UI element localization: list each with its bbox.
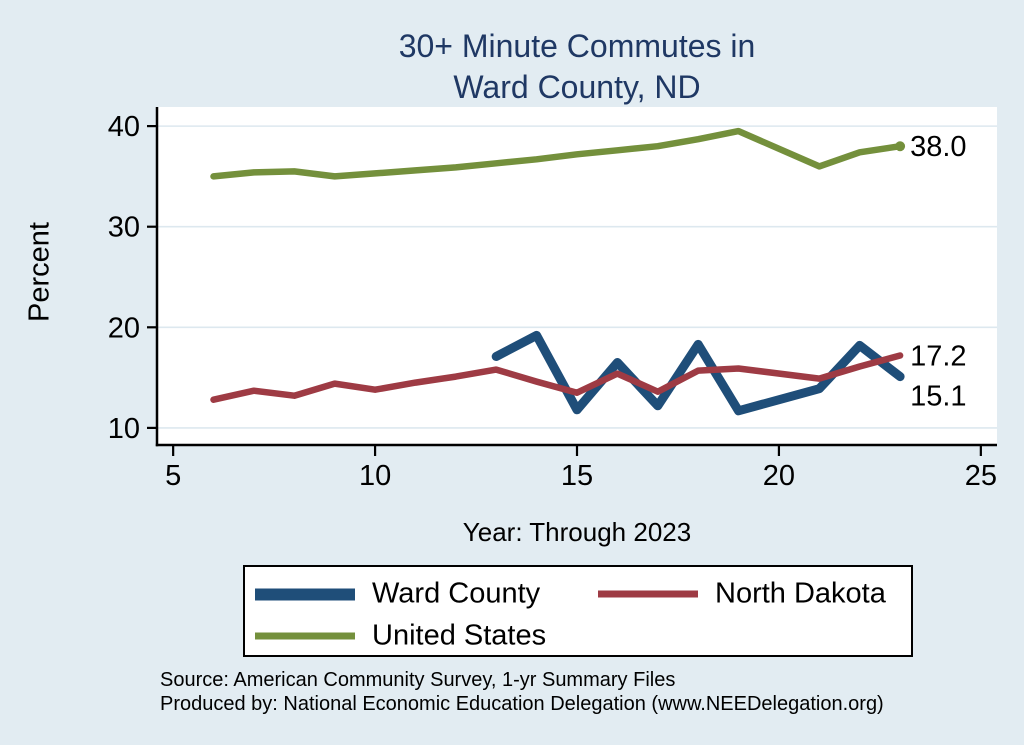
plot-background: [157, 107, 997, 445]
series-line-united-states: [210, 127, 904, 180]
y-tick-label-20: 20: [108, 312, 140, 344]
end-value-label-ward-county: 15.1: [910, 380, 966, 412]
x-tick-label-10: 10: [359, 460, 391, 492]
legend-item-united-states: United States: [255, 620, 546, 653]
source-note: Source: American Community Survey, 1-yr …: [160, 668, 884, 716]
source-line: Source: American Community Survey, 1-yr …: [160, 669, 676, 691]
series-line-north-dakota: [210, 352, 904, 403]
series-end-marker-united-states: [895, 141, 906, 152]
x-axis-title: Year: Through 2023: [462, 517, 692, 547]
legend-swatch-united-states: [255, 632, 355, 640]
x-tick-label-20: 20: [763, 460, 795, 492]
chart-title-line1: 30+ Minute Commutes in: [398, 28, 756, 64]
series-line-ward-county: [491, 330, 905, 416]
legend: Ward County North Dakota United States: [243, 565, 913, 657]
legend-swatch-ward-county: [255, 588, 355, 600]
x-tick-label-5: 5: [165, 460, 181, 492]
plot-area: 10 20 30 40 5 10 15 20 25 38.0 17.2 15.1: [108, 107, 997, 492]
end-value-label-united-states: 38.0: [910, 131, 966, 163]
x-tick-label-15: 15: [561, 460, 593, 492]
legend-label-united-states: United States: [372, 619, 547, 652]
y-tick-label-30: 30: [108, 212, 140, 244]
y-tick-label-10: 10: [108, 413, 140, 445]
chart-title: 30+ Minute Commutes in Ward County, ND: [157, 26, 997, 108]
y-tick-label-40: 40: [108, 111, 140, 143]
legend-item-ward-county: Ward County: [255, 578, 540, 611]
end-value-label-north-dakota: 17.2: [910, 340, 966, 372]
produced-by-line: Produced by: National Economic Education…: [160, 693, 884, 715]
x-tick-label-25: 25: [965, 460, 997, 492]
legend-item-north-dakota: North Dakota: [598, 578, 886, 611]
chart-title-line2: Ward County, ND: [453, 68, 701, 105]
legend-label-ward-county: Ward County: [372, 577, 541, 610]
legend-swatch-north-dakota: [598, 590, 698, 598]
legend-label-north-dakota: North Dakota: [715, 577, 886, 610]
